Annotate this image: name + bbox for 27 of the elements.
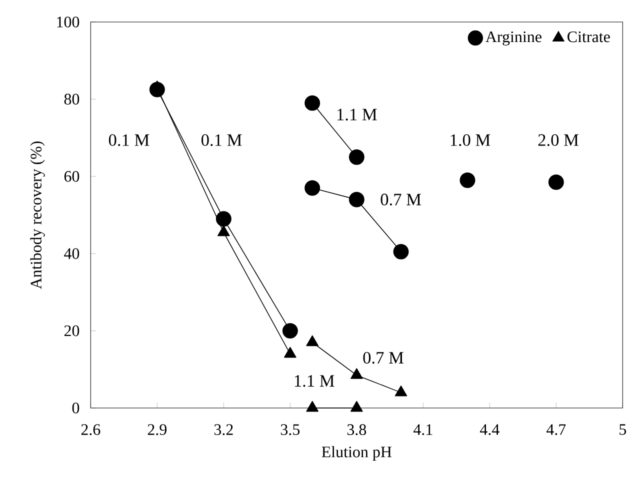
y-tick-label: 40: [64, 248, 80, 259]
x-tick-label: 3.2: [214, 424, 233, 436]
x-tick-label: 2.6: [81, 424, 100, 436]
legend-label: Citrate: [568, 31, 610, 42]
y-axis-title: Antibody recovery (%): [30, 142, 45, 290]
annotation: 0.7 M: [380, 194, 422, 206]
y-tick-label: 0: [72, 402, 80, 414]
x-axis-title: Elution pH: [322, 446, 392, 461]
annotation: 1.1 M: [337, 108, 377, 120]
x-tick-label: 4.7: [546, 424, 566, 436]
annotation: 0.1 M: [202, 134, 242, 146]
y-tick-label: 60: [64, 171, 80, 182]
y-tick-label: 20: [64, 325, 80, 336]
annotation: 0.1 M: [108, 134, 150, 146]
annotation: 1.0 M: [450, 134, 490, 146]
annotation: 0.7 M: [363, 352, 404, 364]
x-tick-label: 4.4: [480, 424, 500, 436]
x-tick-label: 3.5: [280, 424, 300, 436]
y-tick-label: 100: [57, 16, 80, 28]
annotation: 1.1 M: [294, 375, 334, 387]
x-tick-label: 2.9: [148, 424, 167, 436]
legend-label: Arginine: [486, 31, 542, 46]
x-tick-label: 4.1: [413, 424, 432, 436]
x-tick-label: 5: [620, 424, 626, 435]
y-tick-label: 80: [64, 94, 80, 105]
x-tick-label: 3.8: [347, 424, 366, 436]
annotation: 2.0 M: [538, 134, 578, 146]
